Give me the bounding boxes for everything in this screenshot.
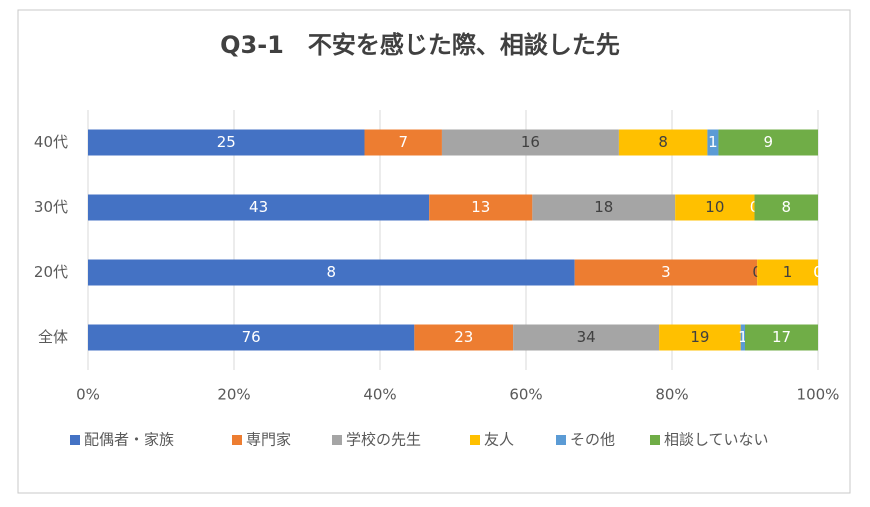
y-tick-label: 20代 (34, 263, 68, 281)
data-label: 76 (242, 328, 261, 346)
bar-segment (707, 129, 719, 156)
data-label: 8 (781, 198, 791, 216)
bar-segment (88, 324, 415, 351)
chart-title: Q3-1 不安を感じた際、相談した先 (220, 31, 620, 59)
data-label: 17 (772, 328, 791, 346)
bar-segment (659, 324, 741, 351)
legend-label: 友人 (484, 431, 514, 449)
bar-segment (532, 194, 676, 221)
data-label: 8 (327, 263, 337, 281)
legend-label: 配偶者・家族 (84, 431, 174, 449)
data-label: 18 (594, 198, 613, 216)
x-tick-label: 20% (217, 386, 250, 404)
bar-segment (574, 259, 758, 286)
bar-segment (675, 194, 755, 221)
data-label: 23 (454, 328, 473, 346)
y-tick-label: 40代 (34, 133, 68, 151)
x-tick-label: 40% (363, 386, 396, 404)
legend-swatch (650, 435, 660, 445)
bar-segment (757, 259, 818, 286)
data-label: 7 (398, 133, 408, 151)
bar-segment (513, 324, 660, 351)
legend-label: 相談していない (664, 431, 769, 449)
bar-segment (88, 259, 575, 286)
legend-label: 学校の先生 (346, 431, 421, 449)
legend-label: 専門家 (246, 431, 291, 449)
legend-swatch (70, 435, 80, 445)
data-label: 0 (813, 263, 823, 281)
chart-frame (17, 9, 851, 494)
x-tick-label: 100% (797, 386, 840, 404)
x-tick-label: 80% (655, 386, 688, 404)
bar-segment (740, 324, 745, 351)
data-label: 9 (763, 133, 773, 151)
data-label: 19 (690, 328, 709, 346)
bar-segment (429, 194, 533, 221)
x-tick-label: 0% (76, 386, 100, 404)
data-label: 1 (783, 263, 793, 281)
bar-segment (88, 129, 365, 156)
data-label: 8 (658, 133, 668, 151)
x-tick-label: 60% (509, 386, 542, 404)
bar-segment (754, 194, 818, 221)
data-label: 10 (705, 198, 724, 216)
data-label: 1 (708, 133, 718, 151)
data-label: 43 (249, 198, 268, 216)
data-label: 0 (813, 263, 823, 281)
data-label: 13 (471, 198, 490, 216)
bar-segment (618, 129, 708, 156)
data-label: 34 (577, 328, 596, 346)
bar-segment (364, 129, 442, 156)
legend-swatch (470, 435, 480, 445)
legend-swatch (556, 435, 566, 445)
bar-segment (414, 324, 514, 351)
bar-segment (88, 194, 430, 221)
data-label: 16 (521, 133, 540, 151)
data-label: 1 (738, 328, 748, 346)
bar-segment (441, 129, 619, 156)
bar-segment (718, 129, 818, 156)
y-tick-label: 30代 (34, 198, 68, 216)
data-label: 3 (661, 263, 671, 281)
data-label: 25 (217, 133, 236, 151)
bar-segment (745, 324, 818, 351)
legend-swatch (332, 435, 342, 445)
legend-swatch (232, 435, 242, 445)
y-tick-label: 全体 (38, 328, 68, 346)
legend-label: その他 (570, 431, 615, 449)
